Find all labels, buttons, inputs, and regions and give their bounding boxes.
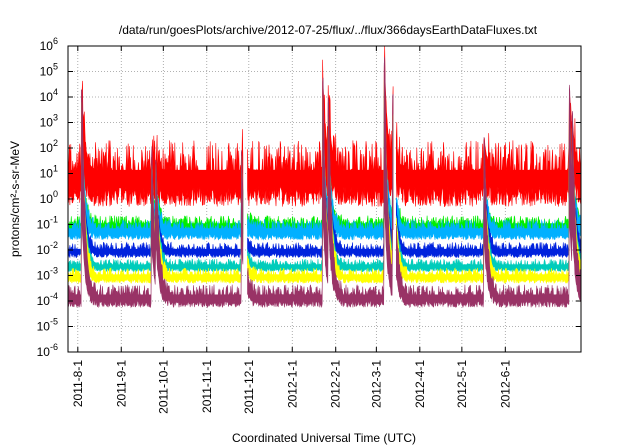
y-tick-label: 104 (40, 87, 58, 104)
y-tick-label: 102 (40, 138, 58, 155)
x-tick-label: 2011-11-1 (200, 360, 214, 413)
x-tick-label: 2011-10-1 (156, 360, 170, 414)
series-band-0 (396, 95, 582, 208)
y-tick-label: 100 (40, 189, 58, 206)
y-tick-label: 106 (40, 36, 58, 53)
x-axis: 2011-8-1 2011-9-1 2011-10-1 2011-11-1 2011-1… (71, 46, 512, 414)
y-tick-label: 105 (40, 62, 58, 79)
y-tick-label: 10-6 (37, 342, 58, 359)
series-layer (67, 45, 582, 309)
x-tick-label: 2012-4-1 (413, 360, 427, 408)
y-tick-label: 10-4 (37, 291, 58, 308)
x-tick-label: 2012-6-1 (498, 360, 512, 408)
series-band-6 (67, 89, 244, 309)
x-tick-label: 2011-12-1 (242, 360, 256, 414)
y-tick-label: 10-1 (37, 215, 58, 232)
y-tick-label: 10-3 (37, 266, 58, 283)
x-tick-label: 2011-8-1 (71, 360, 85, 407)
x-axis-label: Coordinated Universal Time (UTC) (232, 431, 416, 445)
y-tick-label: 10-2 (37, 240, 58, 257)
x-tick-label: 2012-5-1 (455, 360, 469, 408)
x-tick-label: 2011-9-1 (114, 360, 128, 407)
chart-title: /data/run/goesPlots/archive/2012-07-25/f… (119, 23, 538, 37)
y-tick-label: 101 (40, 164, 58, 181)
x-tick-label: 2012-2-1 (329, 360, 343, 408)
y-tick-label: 10-5 (37, 317, 58, 334)
y-tick-label: 103 (40, 113, 58, 130)
series-band-6 (247, 57, 394, 308)
x-tick-label: 2012-1-1 (285, 360, 299, 408)
series-band-0 (247, 45, 394, 207)
y-axis-label: protons/cm²-s-sr-MeV (8, 141, 22, 257)
y-axis: 10-6 10-5 10-4 10-3 10-2 10-1 100 101 102 103 104 1… (37, 36, 581, 359)
x-tick-label: 2012-3-1 (369, 360, 383, 408)
